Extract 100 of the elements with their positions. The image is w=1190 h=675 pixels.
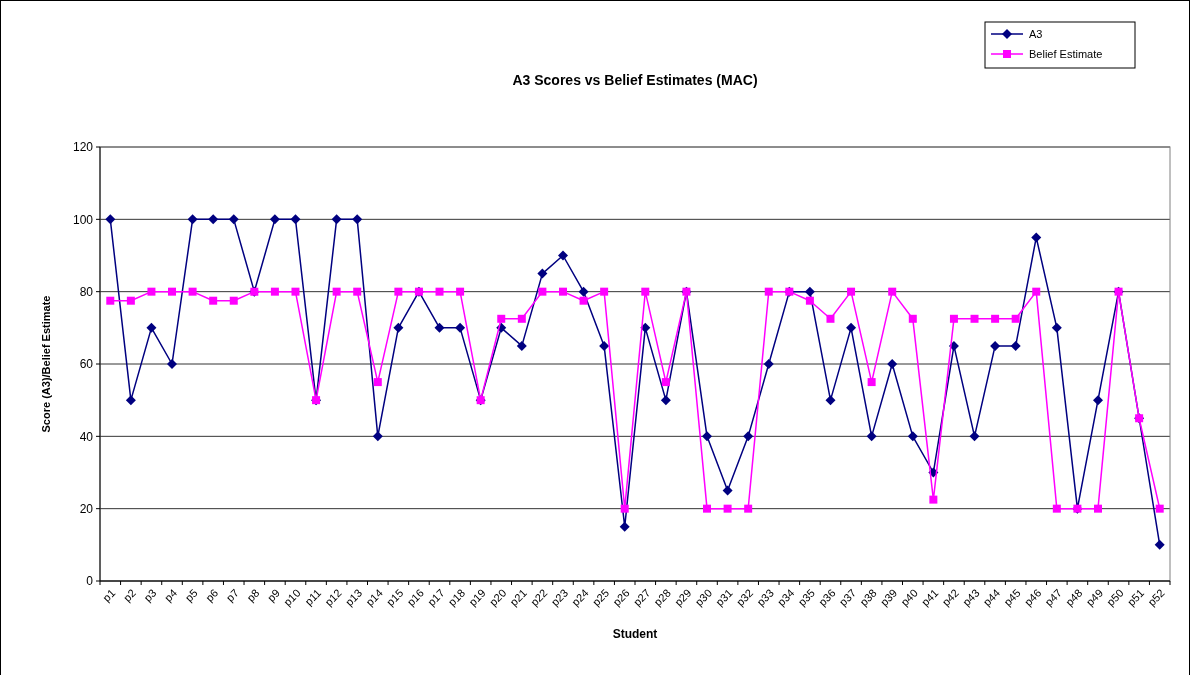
point: [1093, 504, 1102, 513]
y-tick-label: 60: [79, 357, 94, 372]
x-tick-label: p41: [919, 586, 941, 609]
point: [804, 286, 815, 297]
y-tick-label: 80: [79, 284, 94, 299]
point: [1011, 314, 1020, 323]
point: [888, 287, 897, 296]
point: [908, 314, 917, 323]
point: [867, 378, 876, 387]
x-tick-label: p2: [120, 586, 138, 604]
point: [229, 296, 238, 305]
point: [167, 359, 178, 369]
point: [497, 314, 506, 323]
x-tick-label: p4: [162, 586, 180, 604]
chart-title: A3 Scores vs Belief Estimates (MAC): [512, 72, 758, 88]
x-tick-label: p6: [203, 586, 221, 604]
point: [969, 431, 980, 442]
point: [516, 340, 527, 351]
point: [661, 378, 670, 387]
point: [455, 322, 466, 333]
y-axis-title: Score (A3)/Belief Estimate: [40, 295, 52, 433]
point: [846, 322, 857, 333]
point: [970, 314, 979, 323]
point: [393, 322, 404, 333]
point: [866, 431, 877, 442]
y-tick-label: 0: [86, 574, 94, 589]
point: [228, 214, 239, 225]
point: [722, 485, 733, 496]
point: [187, 214, 198, 225]
point: [434, 322, 445, 333]
point: [723, 504, 732, 513]
point: [538, 287, 547, 296]
point: [352, 214, 363, 225]
point: [291, 287, 300, 296]
point: [209, 296, 218, 305]
y-tick-label: 120: [72, 140, 94, 155]
point: [168, 287, 177, 296]
point: [887, 359, 898, 369]
point: [353, 287, 362, 296]
point: [1052, 504, 1061, 513]
point: [290, 214, 301, 225]
point: [456, 287, 465, 296]
point: [641, 287, 650, 296]
point: [763, 359, 774, 369]
point: [269, 214, 280, 225]
x-tick-label: p1: [100, 586, 118, 604]
point: [991, 314, 1000, 323]
point: [1032, 287, 1041, 296]
point: [579, 296, 588, 305]
point: [764, 287, 773, 296]
point: [331, 214, 342, 225]
point: [578, 286, 589, 297]
point: [146, 322, 157, 333]
point: [949, 314, 958, 323]
point: [907, 431, 918, 442]
point: [660, 395, 671, 406]
point: [188, 287, 197, 296]
x-tick-label: p8: [244, 586, 262, 604]
x-tick-label: p31: [713, 586, 735, 609]
point: [126, 296, 135, 305]
point: [990, 340, 1001, 351]
x-tick-label: p51: [1124, 586, 1147, 609]
legend-label: A3: [1029, 27, 1043, 40]
point: [558, 287, 567, 296]
point: [825, 395, 836, 406]
point: [599, 340, 610, 351]
x-tick-label: p21: [507, 586, 529, 609]
point: [703, 504, 712, 513]
point: [147, 287, 156, 296]
point: [517, 314, 526, 323]
point: [435, 287, 444, 296]
point: [620, 504, 629, 513]
point: [1051, 322, 1062, 333]
point: [826, 314, 835, 323]
point: [929, 495, 938, 504]
point: [557, 250, 568, 261]
point: [105, 214, 116, 225]
point: [702, 431, 713, 442]
y-tick-label: 40: [79, 429, 94, 444]
point: [600, 287, 609, 296]
point: [805, 296, 814, 305]
x-tick-label: p7: [223, 586, 241, 604]
x-tick-label: p11: [302, 586, 324, 608]
point: [373, 378, 382, 387]
x-tick-label: p9: [264, 586, 283, 604]
y-tick-label: 20: [79, 501, 94, 516]
point: [1010, 340, 1021, 351]
point: [332, 287, 341, 296]
point: [744, 504, 753, 513]
point: [270, 287, 279, 296]
point: [106, 296, 115, 305]
point: [847, 287, 856, 296]
point: [394, 287, 403, 296]
point: [1154, 539, 1165, 550]
point: [208, 214, 219, 225]
y-tick-label: 100: [72, 212, 94, 227]
point: [125, 395, 136, 406]
point: [1155, 504, 1164, 513]
point: [372, 431, 383, 442]
point: [537, 268, 548, 279]
